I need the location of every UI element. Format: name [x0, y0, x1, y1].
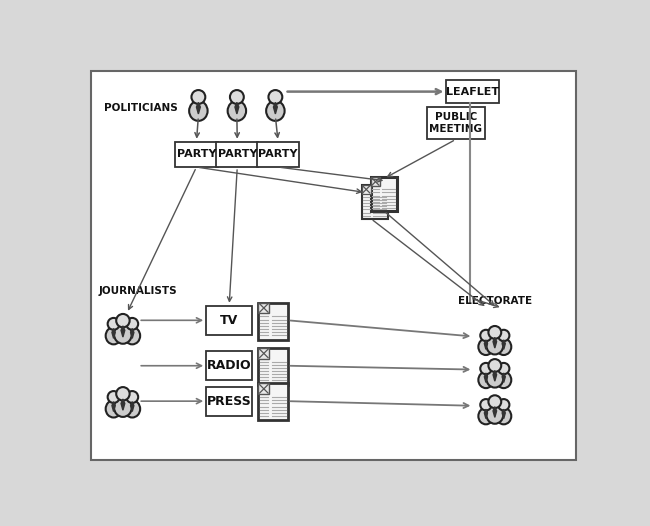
Circle shape [192, 90, 205, 104]
Text: PRESS: PRESS [207, 394, 252, 408]
Polygon shape [121, 326, 125, 337]
Polygon shape [493, 370, 497, 381]
Polygon shape [196, 103, 200, 114]
Text: TV: TV [220, 314, 239, 327]
Circle shape [116, 314, 129, 327]
Circle shape [488, 396, 501, 408]
Circle shape [480, 363, 491, 375]
Text: POLITICIANS: POLITICIANS [105, 103, 178, 113]
Polygon shape [112, 402, 115, 411]
FancyBboxPatch shape [216, 141, 259, 167]
FancyBboxPatch shape [361, 185, 388, 219]
Ellipse shape [227, 101, 246, 121]
Polygon shape [493, 407, 497, 417]
Circle shape [116, 387, 129, 400]
Circle shape [268, 90, 282, 104]
FancyBboxPatch shape [90, 71, 576, 460]
Circle shape [480, 399, 491, 410]
Polygon shape [235, 103, 239, 114]
Circle shape [108, 318, 120, 330]
FancyBboxPatch shape [447, 80, 499, 103]
Text: PARTY: PARTY [258, 149, 298, 159]
Polygon shape [493, 337, 497, 348]
FancyBboxPatch shape [259, 302, 288, 340]
Polygon shape [112, 329, 115, 338]
Circle shape [480, 330, 491, 341]
Polygon shape [484, 409, 488, 419]
Ellipse shape [189, 101, 207, 121]
FancyBboxPatch shape [206, 351, 252, 380]
FancyBboxPatch shape [259, 383, 288, 420]
Ellipse shape [478, 339, 493, 355]
Polygon shape [484, 373, 488, 382]
Circle shape [498, 363, 510, 375]
FancyBboxPatch shape [427, 107, 485, 139]
Circle shape [230, 90, 244, 104]
Ellipse shape [496, 408, 512, 424]
Text: RADIO: RADIO [207, 359, 252, 372]
Ellipse shape [486, 369, 503, 388]
FancyBboxPatch shape [176, 141, 218, 167]
Polygon shape [502, 409, 505, 419]
Text: LEAFLET: LEAFLET [446, 87, 499, 97]
Ellipse shape [496, 339, 512, 355]
FancyBboxPatch shape [371, 177, 380, 186]
Polygon shape [484, 340, 488, 349]
Ellipse shape [124, 327, 140, 345]
Circle shape [498, 399, 510, 410]
Ellipse shape [124, 400, 140, 418]
Text: PUBLIC
MEETING: PUBLIC MEETING [430, 113, 482, 134]
Ellipse shape [266, 101, 285, 121]
Circle shape [126, 318, 138, 330]
Ellipse shape [496, 372, 512, 388]
Ellipse shape [114, 398, 132, 417]
FancyBboxPatch shape [361, 185, 371, 194]
Circle shape [108, 391, 120, 403]
Ellipse shape [478, 372, 493, 388]
Circle shape [498, 330, 510, 341]
Circle shape [488, 326, 501, 339]
Circle shape [488, 359, 501, 372]
Ellipse shape [106, 400, 122, 418]
FancyBboxPatch shape [206, 387, 252, 416]
Ellipse shape [106, 327, 122, 345]
Polygon shape [274, 103, 278, 114]
Polygon shape [131, 402, 134, 411]
FancyBboxPatch shape [371, 177, 397, 211]
Ellipse shape [478, 408, 493, 424]
Polygon shape [502, 373, 505, 382]
Text: PARTY: PARTY [218, 149, 257, 159]
Text: JOURNALISTS: JOURNALISTS [98, 286, 177, 296]
Polygon shape [502, 340, 505, 349]
Polygon shape [131, 329, 134, 338]
FancyBboxPatch shape [206, 306, 252, 335]
FancyBboxPatch shape [257, 141, 299, 167]
Ellipse shape [114, 325, 132, 344]
Ellipse shape [486, 336, 503, 355]
Circle shape [126, 391, 138, 403]
FancyBboxPatch shape [259, 348, 269, 359]
FancyBboxPatch shape [259, 302, 269, 313]
FancyBboxPatch shape [259, 383, 269, 394]
Text: PARTY: PARTY [177, 149, 216, 159]
Ellipse shape [486, 405, 503, 424]
Polygon shape [121, 399, 125, 410]
FancyBboxPatch shape [259, 348, 288, 385]
Text: ELECTORATE: ELECTORATE [458, 297, 532, 307]
